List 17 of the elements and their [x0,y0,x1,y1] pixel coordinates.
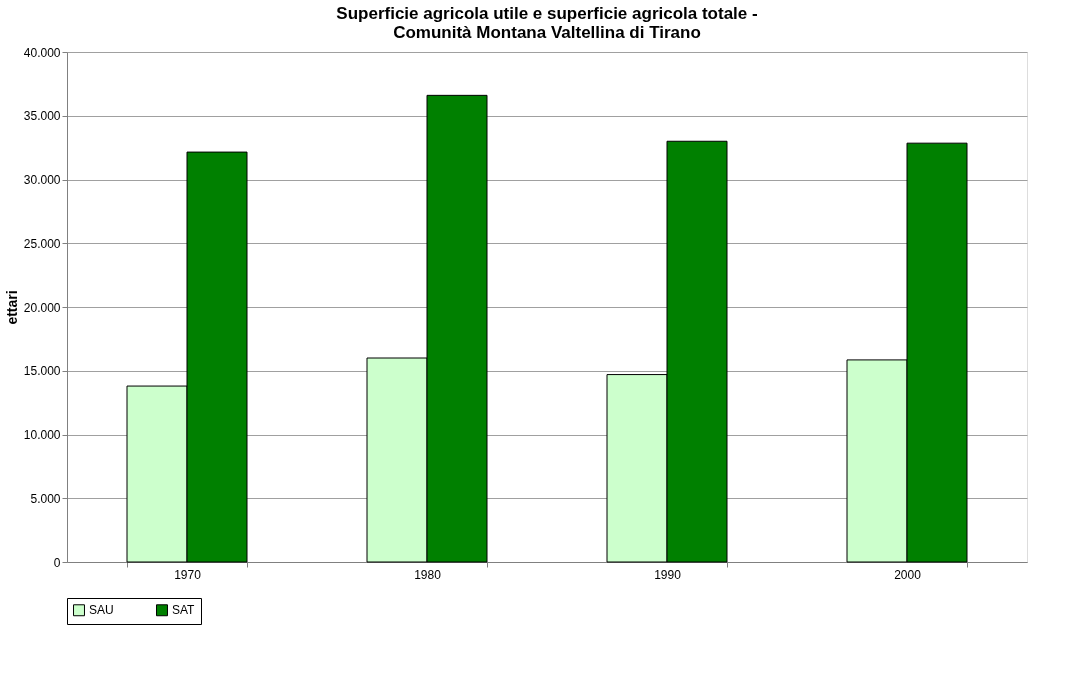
x-tick-label: 1970 [174,567,202,582]
y-tick-label: 20.000 [23,300,61,315]
legend-label: SAT [172,603,196,618]
y-tick-label: 40.000 [23,45,61,60]
x-tick-label: 2000 [894,567,922,582]
y-tick-label: 25.000 [23,236,61,251]
y-tick-label: 35.000 [23,109,61,124]
y-axis-title: ettari [3,290,20,325]
chart-title: Superficie agricola utile e superficie agricola totale - Comunità Montana Valtellina di Tirano [336,4,758,42]
y-tick-label: 10.000 [23,428,61,442]
x-tick-label: 1980 [414,567,442,582]
legend-label: SAU [89,603,114,618]
y-tick-label: 15.000 [23,364,61,379]
y-tick-label: 0 [53,555,61,570]
y-tick-label: 30.000 [23,173,61,187]
x-tick-label: 1990 [654,567,682,582]
y-tick-label: 5.000 [30,491,61,506]
